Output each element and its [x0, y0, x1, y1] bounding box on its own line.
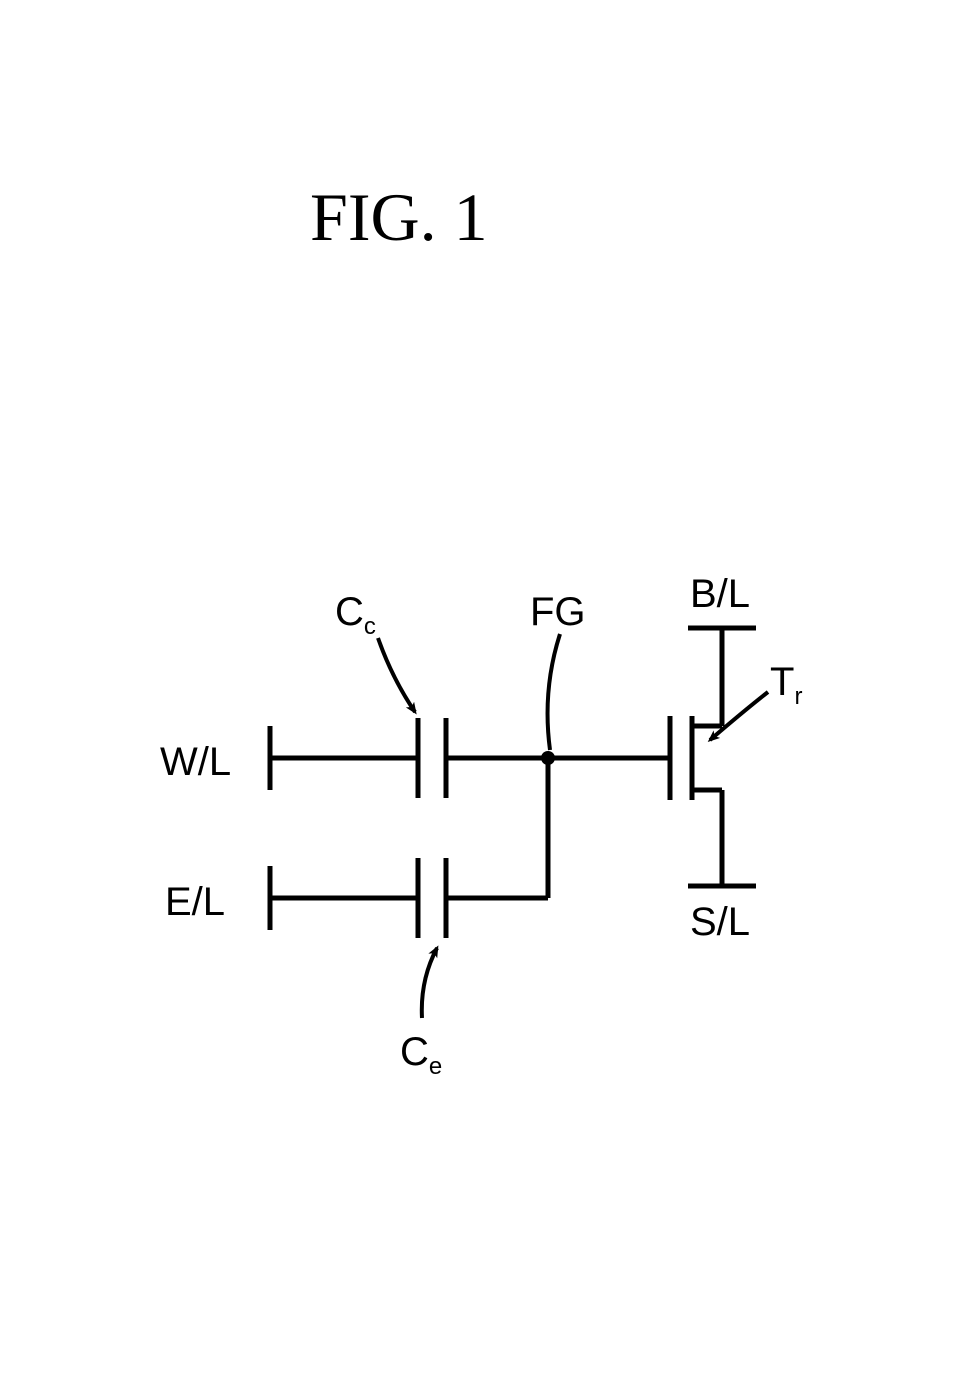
- node-fg-dot: [541, 751, 555, 765]
- label-ce: Ce: [400, 1030, 442, 1081]
- label-cc: Cc: [335, 590, 376, 641]
- label-tr: Tr: [770, 660, 802, 711]
- pointer-arrow-ce: [422, 948, 437, 1018]
- label-el: E/L: [165, 880, 225, 925]
- circuit-schematic: [0, 0, 968, 1378]
- label-ce-main: C: [400, 1030, 429, 1074]
- label-cc-main: C: [335, 590, 364, 634]
- label-tr-main: T: [770, 660, 794, 704]
- label-sl: S/L: [690, 900, 750, 945]
- page: FIG. 1: [0, 0, 968, 1378]
- pointer-leader-fg: [548, 634, 560, 750]
- label-ce-sub: e: [429, 1053, 442, 1080]
- pointer-arrow-cc: [378, 638, 415, 712]
- pointer-arrow-tr: [710, 692, 768, 740]
- label-bl: B/L: [690, 572, 750, 617]
- label-fg: FG: [530, 590, 586, 635]
- label-cc-sub: c: [364, 613, 376, 640]
- label-wl: W/L: [160, 740, 231, 785]
- label-tr-sub: r: [794, 683, 802, 710]
